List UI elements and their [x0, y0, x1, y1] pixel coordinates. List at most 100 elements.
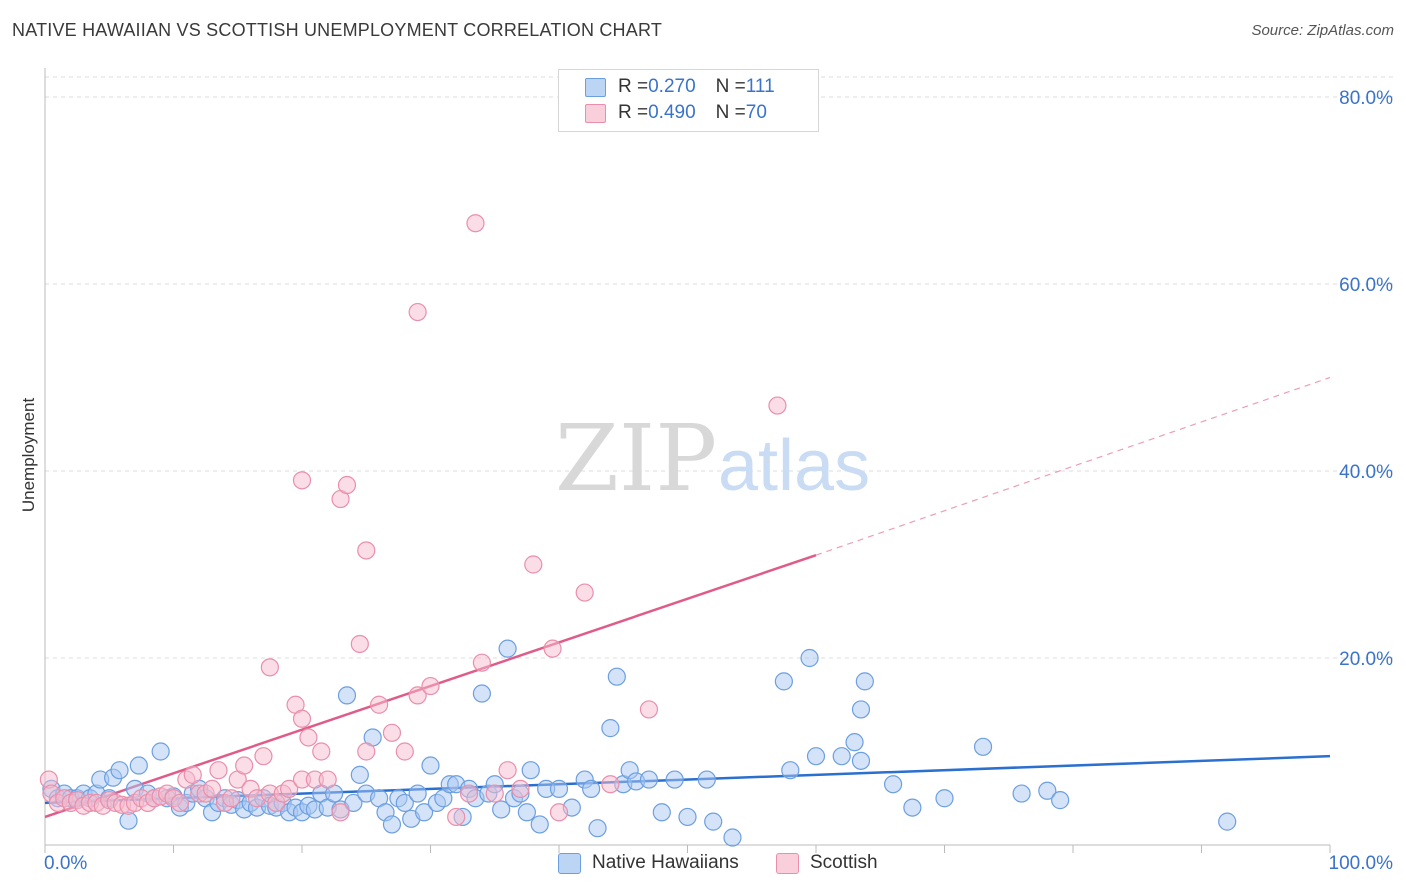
data-point — [665, 770, 684, 789]
data-point — [723, 828, 742, 847]
data-point — [607, 667, 626, 686]
data-point — [1012, 784, 1031, 803]
data-point — [588, 819, 607, 838]
y-tick-label: 20.0% — [1339, 649, 1393, 670]
data-point — [395, 793, 414, 813]
chart-title: NATIVE HAWAIIAN VS SCOTTISH UNEMPLOYMENT… — [12, 20, 663, 40]
legend-r-value: 0.270 — [648, 76, 696, 97]
legend-swatch-blue — [585, 77, 606, 97]
legend-n-label: N = — [715, 102, 746, 123]
data-point — [318, 770, 337, 789]
data-point — [800, 648, 819, 668]
legend-item-native-hawaiians[interactable]: Native Hawaiians — [558, 852, 739, 874]
data-point — [601, 775, 620, 794]
data-point — [768, 396, 787, 415]
data-point — [472, 684, 491, 703]
data-point — [370, 695, 389, 714]
data-point — [1038, 781, 1057, 800]
legend-label: Native Hawaiians — [592, 852, 739, 873]
data-point — [1218, 812, 1237, 831]
data-point — [382, 815, 402, 834]
data-point — [202, 779, 222, 799]
data-point — [832, 747, 851, 766]
data-point — [498, 761, 517, 780]
data-point — [472, 653, 491, 672]
data-point — [1051, 791, 1070, 810]
data-point — [280, 779, 299, 799]
data-point — [935, 789, 954, 808]
data-point — [704, 812, 723, 831]
legend-r-label: R = — [618, 76, 649, 97]
data-point — [209, 761, 228, 780]
data-point — [382, 723, 402, 742]
data-point — [344, 793, 363, 813]
data-point — [183, 765, 202, 784]
data-point — [575, 583, 594, 602]
data-point — [110, 761, 129, 780]
grid-lines — [45, 76, 1393, 659]
data-point — [350, 765, 369, 784]
data-point — [459, 784, 479, 803]
data-point — [395, 742, 414, 761]
native-hawaiians-points — [42, 639, 1237, 847]
y-tick-label: 40.0% — [1339, 462, 1393, 483]
data-point — [492, 800, 511, 819]
data-point — [524, 555, 543, 574]
legend-n-label: N = — [715, 76, 746, 97]
data-point — [331, 803, 350, 822]
data-point — [337, 686, 357, 705]
axes: Unemployment — [19, 68, 1331, 853]
data-point — [855, 672, 874, 691]
data-point — [357, 742, 376, 761]
data-point — [414, 803, 434, 822]
data-point — [601, 719, 620, 738]
legend-swatch-pink — [776, 852, 799, 874]
data-point — [357, 541, 376, 560]
legend-r-value: 0.490 — [648, 102, 696, 123]
data-point — [851, 751, 871, 770]
data-point — [973, 737, 993, 756]
data-point — [639, 700, 659, 719]
legend-n-value: 111 — [745, 76, 775, 97]
data-point — [254, 747, 273, 766]
data-point — [903, 798, 922, 817]
data-point — [421, 756, 440, 775]
trend-line-scottish-extension — [815, 376, 1331, 556]
data-point — [299, 728, 318, 747]
data-point — [806, 747, 826, 766]
watermark: ZIP atlas — [555, 405, 870, 512]
data-point — [151, 742, 170, 761]
x-tick-label: 100.0% — [1329, 853, 1394, 874]
data-point — [222, 789, 241, 808]
data-point — [260, 658, 279, 677]
y-tick-label: 60.0% — [1339, 275, 1393, 296]
data-point — [549, 779, 569, 799]
data-point — [697, 770, 716, 789]
y-tick-label: 80.0% — [1339, 88, 1393, 109]
data-point — [312, 742, 331, 761]
stats-legend: R = 0.270 N = 111 R = 0.490 N = 70 — [558, 69, 819, 132]
data-point — [678, 807, 697, 827]
watermark-zip: ZIP — [555, 405, 717, 512]
data-point — [408, 686, 427, 705]
legend-n-value: 70 — [745, 102, 767, 123]
data-point — [639, 770, 659, 789]
data-point — [781, 761, 800, 780]
y-axis-label: Unemployment — [19, 398, 38, 513]
data-point — [235, 756, 254, 775]
y-tick-labels: 20.0% 40.0% 60.0% 80.0% — [1339, 88, 1393, 670]
legend-swatch-blue — [558, 852, 581, 874]
data-point — [498, 639, 517, 658]
data-point — [421, 676, 440, 696]
watermark-atlas: atlas — [718, 426, 870, 506]
data-point — [408, 784, 427, 803]
data-point — [292, 471, 312, 490]
legend-item-scottish[interactable]: Scottish — [776, 852, 878, 874]
data-point — [350, 634, 369, 654]
data-point — [845, 733, 864, 752]
data-point — [883, 775, 903, 794]
legend-label: Scottish — [810, 852, 878, 873]
legend-row-native-hawaiians: R = 0.270 N = 111 — [585, 75, 775, 99]
data-point — [521, 761, 540, 780]
